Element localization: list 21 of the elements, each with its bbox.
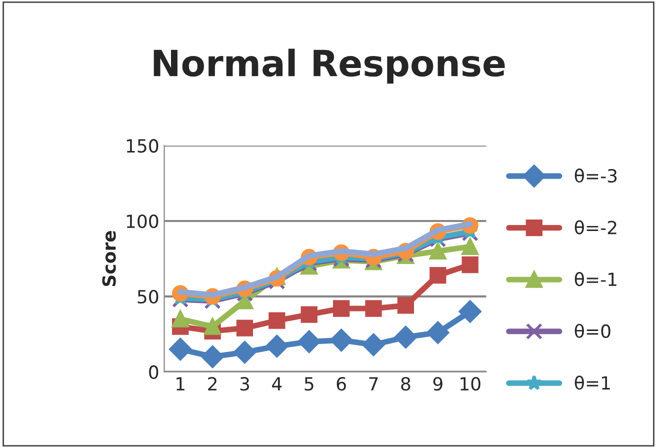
x-tick-label: 2 [208, 377, 216, 390]
x-tick-label: 1 [176, 377, 184, 390]
x-tick-label: 7 [369, 377, 378, 390]
x-tick-label: 3 [240, 377, 250, 391]
x-tick-label: 9 [433, 377, 442, 391]
legend-label: θ=-3 [574, 168, 617, 183]
legend-label: θ=1 [574, 376, 610, 390]
y-tick-label: 100 [126, 214, 158, 228]
chart-title: Normal Response [154, 48, 505, 84]
x-tick-label: 6 [336, 377, 346, 391]
x-tick-label: 8 [401, 377, 410, 391]
x-tick-label: 4 [272, 377, 282, 390]
y-tick-label: 0 [149, 365, 158, 379]
x-tick-label: 5 [304, 377, 314, 391]
legend-label: θ=-2 [574, 220, 616, 234]
legend-label: θ=-1 [574, 272, 616, 286]
y-tick-label: 150 [126, 139, 158, 153]
y-tick-label: 50 [138, 290, 158, 304]
x-tick-label: 10 [460, 377, 480, 391]
y-axis-title: Score [102, 230, 116, 286]
legend-label: θ=0 [574, 324, 610, 338]
